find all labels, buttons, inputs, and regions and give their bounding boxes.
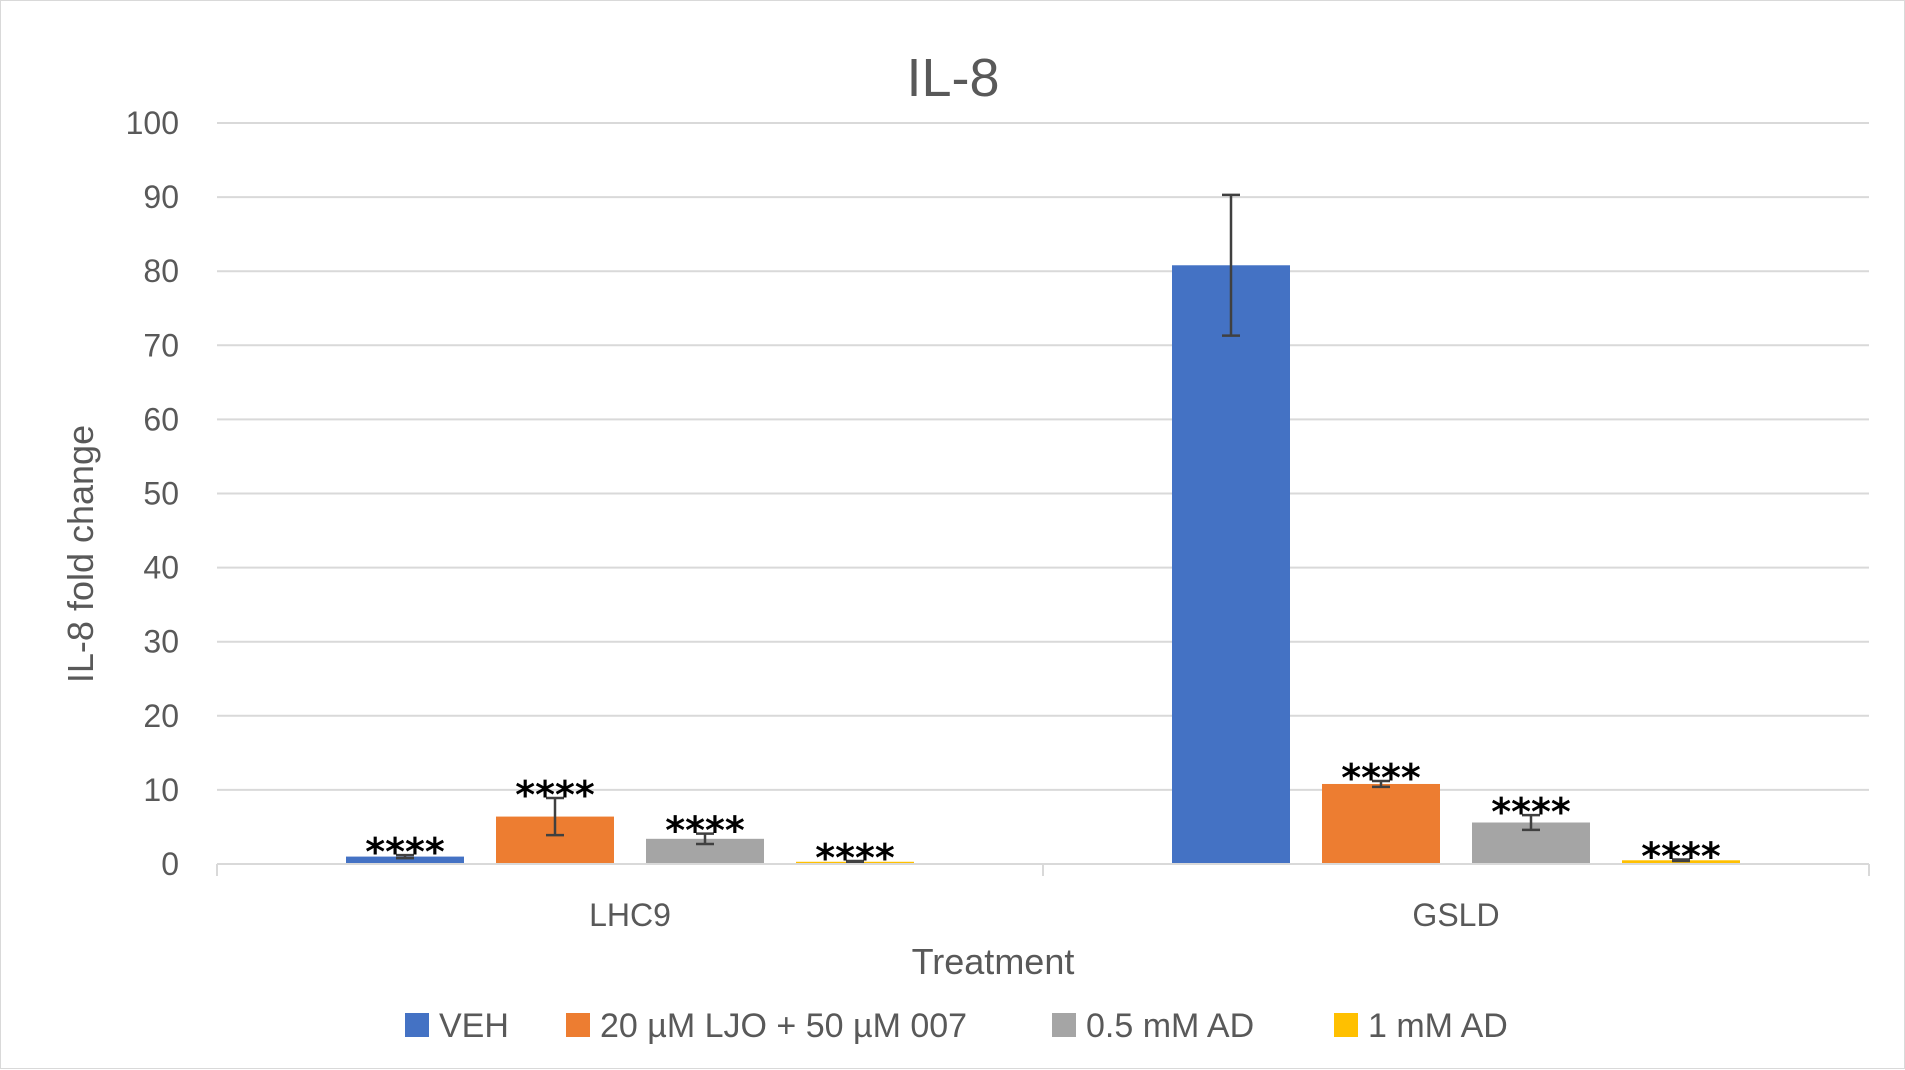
gridlines xyxy=(217,122,1869,791)
y-tick-label: 80 xyxy=(143,253,179,289)
significance-label: **** xyxy=(365,830,445,874)
bars xyxy=(346,265,1740,865)
legend-item: VEH xyxy=(405,1007,509,1045)
legend-label: 20 µM LJO + 50 µM 007 xyxy=(600,1007,967,1045)
legend-item: 0.5 mM AD xyxy=(1052,1007,1254,1045)
significance-markers: **** **** **** **** **** **** **** xyxy=(365,756,1721,880)
significance-label: **** xyxy=(515,773,595,817)
significance-label: **** xyxy=(1341,756,1421,800)
y-tick-label: 70 xyxy=(143,327,179,363)
legend-label: VEH xyxy=(439,1007,509,1045)
x-axis-title: Treatment xyxy=(912,941,1075,982)
legend-label: 0.5 mM AD xyxy=(1086,1007,1254,1045)
x-tick-label: LHC9 xyxy=(589,897,671,933)
chart-title: IL-8 xyxy=(906,48,999,108)
y-axis-tick-labels: 0 10 20 30 40 50 60 70 80 90 100 xyxy=(126,105,179,882)
legend-swatch xyxy=(566,1013,590,1037)
significance-label: **** xyxy=(815,836,895,880)
y-axis-title: IL-8 fold change xyxy=(60,425,101,683)
legend-swatch xyxy=(1334,1013,1358,1037)
y-tick-label: 60 xyxy=(143,401,179,437)
legend-swatch xyxy=(405,1013,429,1037)
y-tick-label: 10 xyxy=(143,772,179,808)
y-tick-label: 30 xyxy=(143,624,179,660)
y-tick-label: 90 xyxy=(143,179,179,215)
y-tick-label: 50 xyxy=(143,476,179,512)
significance-label: **** xyxy=(1641,835,1721,879)
y-tick-label: 40 xyxy=(143,550,179,586)
bar xyxy=(346,856,464,864)
x-axis: LHC9 GSLD xyxy=(216,863,1870,933)
y-tick-label: 0 xyxy=(161,846,179,882)
error-bars xyxy=(396,193,1690,864)
legend-item: 1 mM AD xyxy=(1334,1007,1508,1045)
bar xyxy=(1322,783,1440,864)
bar xyxy=(1172,265,1290,865)
x-tick-label: GSLD xyxy=(1412,897,1499,933)
legend: VEH 20 µM LJO + 50 µM 007 0.5 mM AD 1 mM AD xyxy=(405,1007,1508,1045)
legend-swatch xyxy=(1052,1013,1076,1037)
y-tick-label: 100 xyxy=(126,105,179,141)
legend-item: 20 µM LJO + 50 µM 007 xyxy=(566,1007,967,1045)
significance-label: **** xyxy=(1491,790,1571,834)
y-tick-label: 20 xyxy=(143,698,179,734)
significance-label: **** xyxy=(665,809,745,853)
legend-label: 1 mM AD xyxy=(1368,1007,1508,1045)
